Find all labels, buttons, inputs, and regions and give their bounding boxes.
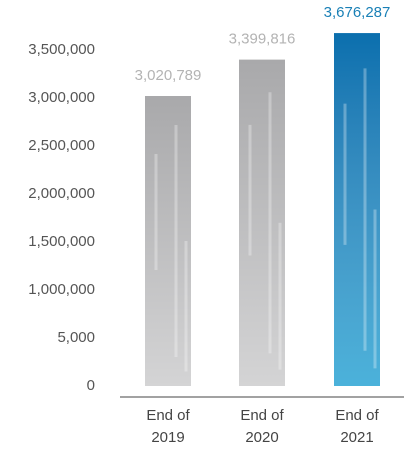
y-tick-label: 1,000,000 <box>28 281 95 298</box>
bar-shade <box>145 96 191 386</box>
y-tick-label: 0 <box>87 377 95 394</box>
value-label: 3,020,789 <box>135 67 202 84</box>
y-tick-label: 2,500,000 <box>28 137 95 154</box>
value-label: 3,399,816 <box>229 31 296 48</box>
x-tick-label: End of 2019 <box>146 407 190 446</box>
x-tick-label: End of 2021 <box>335 407 379 446</box>
y-tick-label: 1,500,000 <box>28 233 95 250</box>
bar-shade <box>334 33 380 386</box>
y-tick-label: 5,000 <box>57 329 95 346</box>
y-tick-label: 3,500,000 <box>28 41 95 58</box>
y-tick-label: 3,000,000 <box>28 89 95 106</box>
y-tick-label: 2,000,000 <box>28 185 95 202</box>
bar-shade <box>239 59 285 386</box>
value-label: 3,676,287 <box>324 4 391 21</box>
x-tick-label: End of 2020 <box>240 407 284 446</box>
